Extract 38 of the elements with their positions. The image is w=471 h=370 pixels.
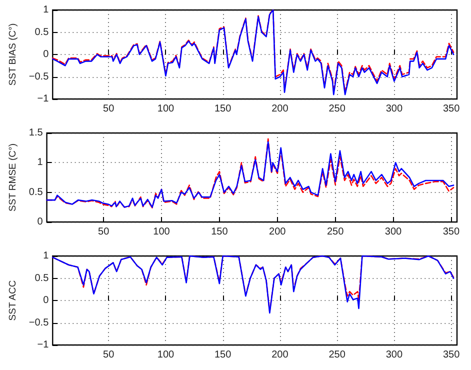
x-tick-label: 150	[214, 350, 232, 360]
x-tick-label: 250	[326, 226, 344, 238]
x-tick-label: 100	[157, 350, 175, 360]
y-tick-label: 0	[43, 49, 50, 60]
x-tick-label: 350	[442, 104, 460, 114]
x-tick-label: 150	[214, 104, 232, 114]
y-axis-title: SST ACC	[8, 280, 18, 321]
y-axis-title: SST BIAS (C°)	[8, 23, 18, 86]
x-tick-label: 50	[98, 226, 110, 238]
x-tick-label: 50	[103, 104, 115, 114]
x-tick-label: 250	[328, 104, 346, 114]
y-tick-label: 0	[37, 216, 44, 228]
x-tick-label: 200	[272, 350, 289, 360]
x-tick-label: 300	[386, 104, 403, 114]
y-tick-label: 0.5	[34, 272, 50, 284]
y-axis-title: SST RMSE (C°)	[8, 143, 18, 212]
y-tick-label: 1	[37, 157, 44, 168]
y-tick-label: −1	[37, 340, 50, 350]
x-tick-label: 200	[272, 104, 289, 114]
x-tick-label: 300	[386, 350, 403, 360]
x-tick-label: 250	[328, 350, 346, 360]
x-tick-label: 50	[103, 350, 115, 360]
x-tick-label: 100	[153, 226, 170, 238]
x-tick-label: 300	[384, 226, 402, 238]
x-tick-label: 200	[269, 226, 286, 238]
y-tick-label: −0.5	[28, 317, 50, 328]
y-tick-label: 0.5	[28, 186, 44, 198]
y-tick-label: 0.5	[34, 26, 50, 38]
y-tick-label: 1	[43, 4, 50, 16]
y-tick-label: 0	[43, 295, 50, 306]
x-tick-label: 100	[157, 104, 175, 114]
y-tick-label: 1	[43, 250, 50, 262]
x-tick-label: 150	[211, 226, 228, 238]
x-tick-label: 350	[442, 350, 460, 360]
x-tick-label: 350	[442, 226, 460, 238]
y-tick-label: −1	[37, 94, 50, 104]
y-tick-label: 1.5	[28, 128, 44, 138]
y-tick-label: −0.5	[28, 71, 50, 82]
